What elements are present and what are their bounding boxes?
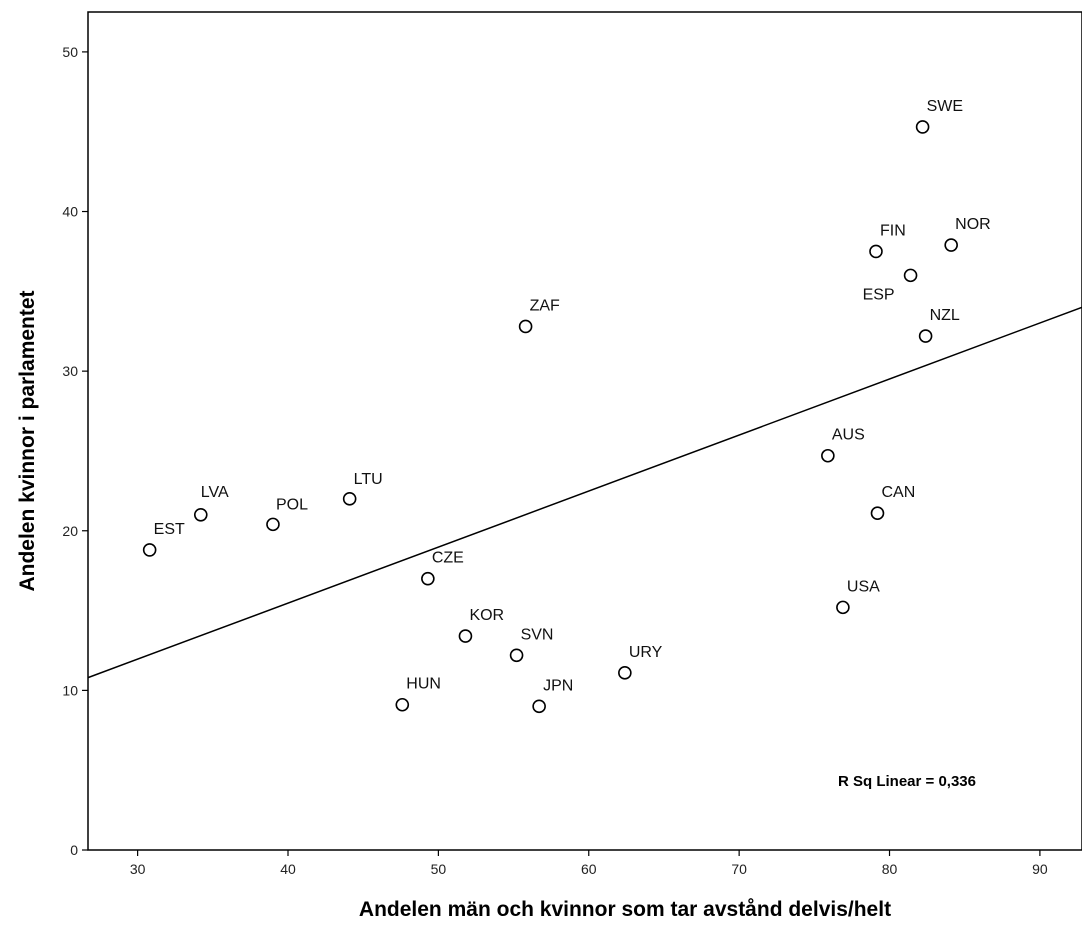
data-point bbox=[142, 543, 157, 557]
r-squared-annotation: R Sq Linear = 0,336 bbox=[838, 773, 976, 790]
y-tick-label: 10 bbox=[62, 682, 78, 698]
y-tick-label: 30 bbox=[62, 363, 78, 379]
point-label: KOR bbox=[469, 607, 504, 624]
point-label: POL bbox=[276, 496, 308, 513]
data-point bbox=[532, 699, 546, 714]
x-tick-label: 60 bbox=[581, 861, 597, 877]
x-tick-label: 50 bbox=[431, 861, 447, 877]
data-points bbox=[142, 120, 958, 714]
data-point bbox=[193, 507, 208, 522]
data-point bbox=[509, 648, 524, 663]
y-tick-label: 20 bbox=[62, 523, 78, 539]
data-point bbox=[266, 517, 280, 532]
data-point bbox=[421, 571, 435, 586]
point-label: SWE bbox=[927, 98, 963, 115]
point-label: ESP bbox=[863, 286, 895, 303]
x-tick-label: 80 bbox=[882, 861, 898, 877]
data-point bbox=[915, 120, 930, 134]
y-axis-title: Andelen kvinnor i parlamentet bbox=[16, 290, 39, 591]
data-point bbox=[618, 666, 632, 680]
x-axis-ticks: 30 40 50 60 70 80 90 bbox=[130, 850, 1048, 877]
data-point bbox=[869, 244, 883, 259]
y-axis-ticks: 0 10 20 30 40 50 bbox=[62, 44, 88, 858]
point-label: URY bbox=[629, 644, 663, 661]
data-point bbox=[870, 506, 885, 521]
point-label: FIN bbox=[880, 222, 906, 239]
data-point bbox=[918, 329, 933, 343]
point-label: USA bbox=[847, 578, 880, 595]
linear-fit-line bbox=[87, 306, 1082, 679]
point-label: NOR bbox=[955, 216, 991, 233]
data-point bbox=[518, 319, 533, 334]
data-point bbox=[395, 697, 410, 712]
point-labels: SWE NOR FIN ESP NZL ZAF AUS CAN USA LTU LVA POL EST C… bbox=[154, 98, 991, 694]
data-point bbox=[903, 268, 918, 283]
x-tick-label: 40 bbox=[280, 861, 296, 877]
x-tick-label: 90 bbox=[1032, 861, 1048, 877]
y-tick-label: 50 bbox=[62, 44, 78, 60]
y-tick-label: 0 bbox=[70, 842, 78, 858]
point-label: AUS bbox=[832, 427, 865, 444]
point-label: SVN bbox=[521, 626, 554, 643]
point-label: ZAF bbox=[530, 297, 560, 314]
data-point bbox=[944, 238, 958, 252]
point-label: LVA bbox=[201, 484, 229, 501]
y-tick-label: 40 bbox=[62, 204, 78, 220]
point-label: HUN bbox=[406, 676, 441, 693]
point-label: NZL bbox=[930, 307, 960, 324]
data-point bbox=[342, 492, 357, 506]
point-label: CZE bbox=[432, 550, 464, 567]
x-tick-label: 30 bbox=[130, 861, 146, 877]
point-label: CAN bbox=[881, 484, 915, 501]
data-point bbox=[821, 448, 835, 463]
data-point bbox=[458, 629, 473, 643]
point-label: EST bbox=[154, 521, 185, 538]
point-label: LTU bbox=[354, 471, 383, 488]
x-tick-label: 70 bbox=[731, 861, 747, 877]
point-label: JPN bbox=[543, 677, 573, 694]
x-axis-title: Andelen män och kvinnor som tar avstånd … bbox=[359, 898, 891, 921]
data-point bbox=[836, 600, 850, 615]
plot-frame bbox=[87, 11, 1082, 851]
